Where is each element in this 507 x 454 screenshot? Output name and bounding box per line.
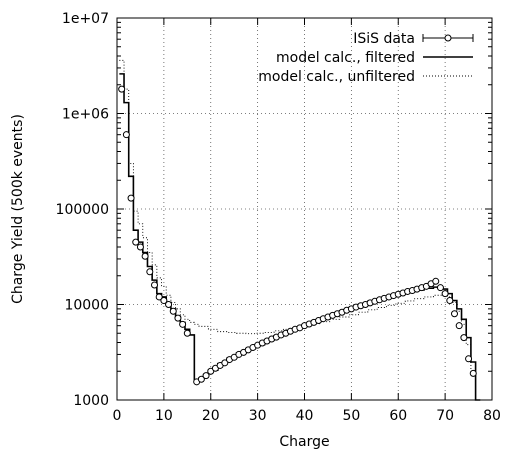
data-point xyxy=(169,307,177,315)
data-point xyxy=(160,297,168,305)
x-tick-label: 70 xyxy=(436,408,454,424)
y-tick-label: 10000 xyxy=(64,298,109,314)
legend-label: model calc., filtered xyxy=(276,50,415,66)
data-point xyxy=(221,359,229,367)
data-point xyxy=(146,268,154,276)
legend: ISiS data model calc., filtered model calc… xyxy=(258,31,474,85)
legend-sample-point xyxy=(444,34,452,42)
data-point xyxy=(455,322,463,330)
grid xyxy=(117,18,492,400)
data-point xyxy=(118,85,126,93)
data-point xyxy=(446,297,454,305)
x-tick-label: 0 xyxy=(113,408,122,424)
y-tick-label: 1000 xyxy=(73,393,109,409)
data-point xyxy=(155,293,163,301)
data-point xyxy=(127,194,135,202)
data-point xyxy=(132,238,140,246)
legend-label: model calc., unfiltered xyxy=(258,69,415,85)
x-tick-label: 60 xyxy=(389,408,407,424)
x-tick-label: 50 xyxy=(342,408,360,424)
x-tick-label: 10 xyxy=(155,408,173,424)
y-axis-label: Charge Yield (500k events) xyxy=(10,114,26,304)
data-point xyxy=(122,131,130,139)
plot-series xyxy=(118,59,481,401)
data-point xyxy=(465,355,473,363)
series-filtered-line xyxy=(119,73,481,401)
x-tick-label: 30 xyxy=(249,408,267,424)
x-tick-label: 20 xyxy=(202,408,220,424)
data-point xyxy=(469,369,477,377)
data-point xyxy=(441,290,449,298)
data-point xyxy=(202,372,210,380)
data-point xyxy=(136,243,144,251)
y-tick-label: 1e+07 xyxy=(62,11,109,27)
data-point xyxy=(141,252,149,260)
legend-label: ISiS data xyxy=(353,31,415,47)
data-point xyxy=(174,314,182,322)
x-axis-label: Charge xyxy=(279,434,329,450)
axis-ticks: 0 10 20 30 40 50 60 70 80 1000 10000 100000 1e+06 1e+… xyxy=(56,11,501,424)
data-point xyxy=(151,281,158,289)
data-point xyxy=(451,310,458,318)
y-tick-label: 1e+06 xyxy=(62,107,109,123)
data-point xyxy=(432,277,440,285)
data-point xyxy=(179,320,187,328)
x-tick-label: 80 xyxy=(483,408,501,424)
x-tick-label: 40 xyxy=(296,408,314,424)
data-point xyxy=(165,301,173,308)
y-tick-label: 100000 xyxy=(56,202,109,218)
data-point xyxy=(460,334,468,342)
data-point xyxy=(183,329,191,337)
data-point xyxy=(436,284,444,292)
data-point xyxy=(197,375,205,383)
